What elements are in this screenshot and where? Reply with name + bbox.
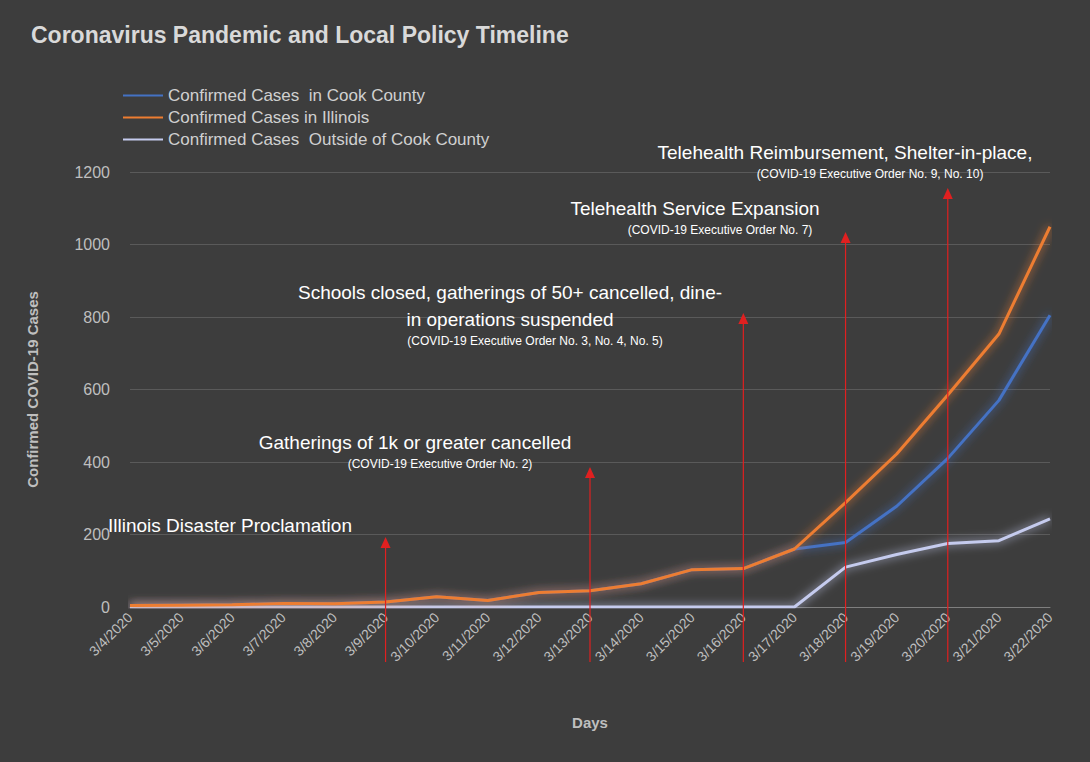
svg-text:3/9/2020: 3/9/2020 <box>341 609 391 659</box>
svg-text:in operations suspended: in operations suspended <box>406 309 613 330</box>
svg-text:3/7/2020: 3/7/2020 <box>239 609 289 659</box>
svg-text:Confirmed Cases in Cook Count: Confirmed Cases in Cook County <box>168 86 426 105</box>
svg-text:Telehealth Reimbursement, Shel: Telehealth Reimbursement, Shelter-in-pla… <box>658 142 1033 163</box>
svg-text:(COVID-19 Executive Order No.: (COVID-19 Executive Order No. 7) <box>628 223 813 237</box>
svg-text:(COVID-19 Executive Order No.: (COVID-19 Executive Order No. 9, No. 10) <box>757 167 984 181</box>
svg-text:Coronavirus Pandemic and Local: Coronavirus Pandemic and Local Policy Ti… <box>31 22 569 48</box>
svg-text:(COVID-19 Executive Order No.: (COVID-19 Executive Order No. 3, No. 4, … <box>407 334 662 348</box>
svg-text:Confirmed Cases in Illinois: Confirmed Cases in Illinois <box>168 108 369 127</box>
svg-text:3/16/2020: 3/16/2020 <box>694 609 749 664</box>
svg-text:Schools closed, gatherings of: Schools closed, gatherings of 50+ cancel… <box>298 282 722 303</box>
svg-text:(COVID-19 Executive Order No.: (COVID-19 Executive Order No. 2) <box>348 457 533 471</box>
svg-text:3/4/2020: 3/4/2020 <box>86 609 136 659</box>
svg-text:3/13/2020: 3/13/2020 <box>540 609 595 664</box>
svg-text:3/10/2020: 3/10/2020 <box>387 609 442 664</box>
svg-text:3/8/2020: 3/8/2020 <box>290 609 340 659</box>
svg-text:3/17/2020: 3/17/2020 <box>745 609 800 664</box>
svg-text:Illinois Disaster Proclamation: Illinois Disaster Proclamation <box>108 515 352 536</box>
svg-text:3/12/2020: 3/12/2020 <box>489 609 544 664</box>
svg-text:Days: Days <box>572 714 608 731</box>
svg-text:3/22/2020: 3/22/2020 <box>1000 609 1055 664</box>
svg-text:1200: 1200 <box>74 164 110 181</box>
svg-text:3/15/2020: 3/15/2020 <box>643 609 698 664</box>
svg-text:3/14/2020: 3/14/2020 <box>591 609 646 664</box>
svg-text:3/5/2020: 3/5/2020 <box>137 609 187 659</box>
svg-text:600: 600 <box>83 381 110 398</box>
svg-text:3/18/2020: 3/18/2020 <box>796 609 851 664</box>
svg-text:400: 400 <box>83 454 110 471</box>
svg-text:3/19/2020: 3/19/2020 <box>847 609 902 664</box>
svg-text:Gatherings of 1k or greater ca: Gatherings of 1k or greater cancelled <box>259 432 572 453</box>
svg-text:3/21/2020: 3/21/2020 <box>949 609 1004 664</box>
svg-text:Telehealth Service Expansion: Telehealth Service Expansion <box>570 198 819 219</box>
svg-text:200: 200 <box>83 526 110 543</box>
svg-text:Confirmed Cases Outside of Co: Confirmed Cases Outside of Cook County <box>168 130 490 149</box>
svg-text:3/20/2020: 3/20/2020 <box>898 609 953 664</box>
svg-text:Confirmed COVID-19 Cases: Confirmed COVID-19 Cases <box>24 291 41 488</box>
svg-text:1000: 1000 <box>74 236 110 253</box>
svg-text:3/6/2020: 3/6/2020 <box>188 609 238 659</box>
svg-text:800: 800 <box>83 309 110 326</box>
svg-text:3/11/2020: 3/11/2020 <box>439 609 494 664</box>
svg-text:0: 0 <box>101 599 110 616</box>
